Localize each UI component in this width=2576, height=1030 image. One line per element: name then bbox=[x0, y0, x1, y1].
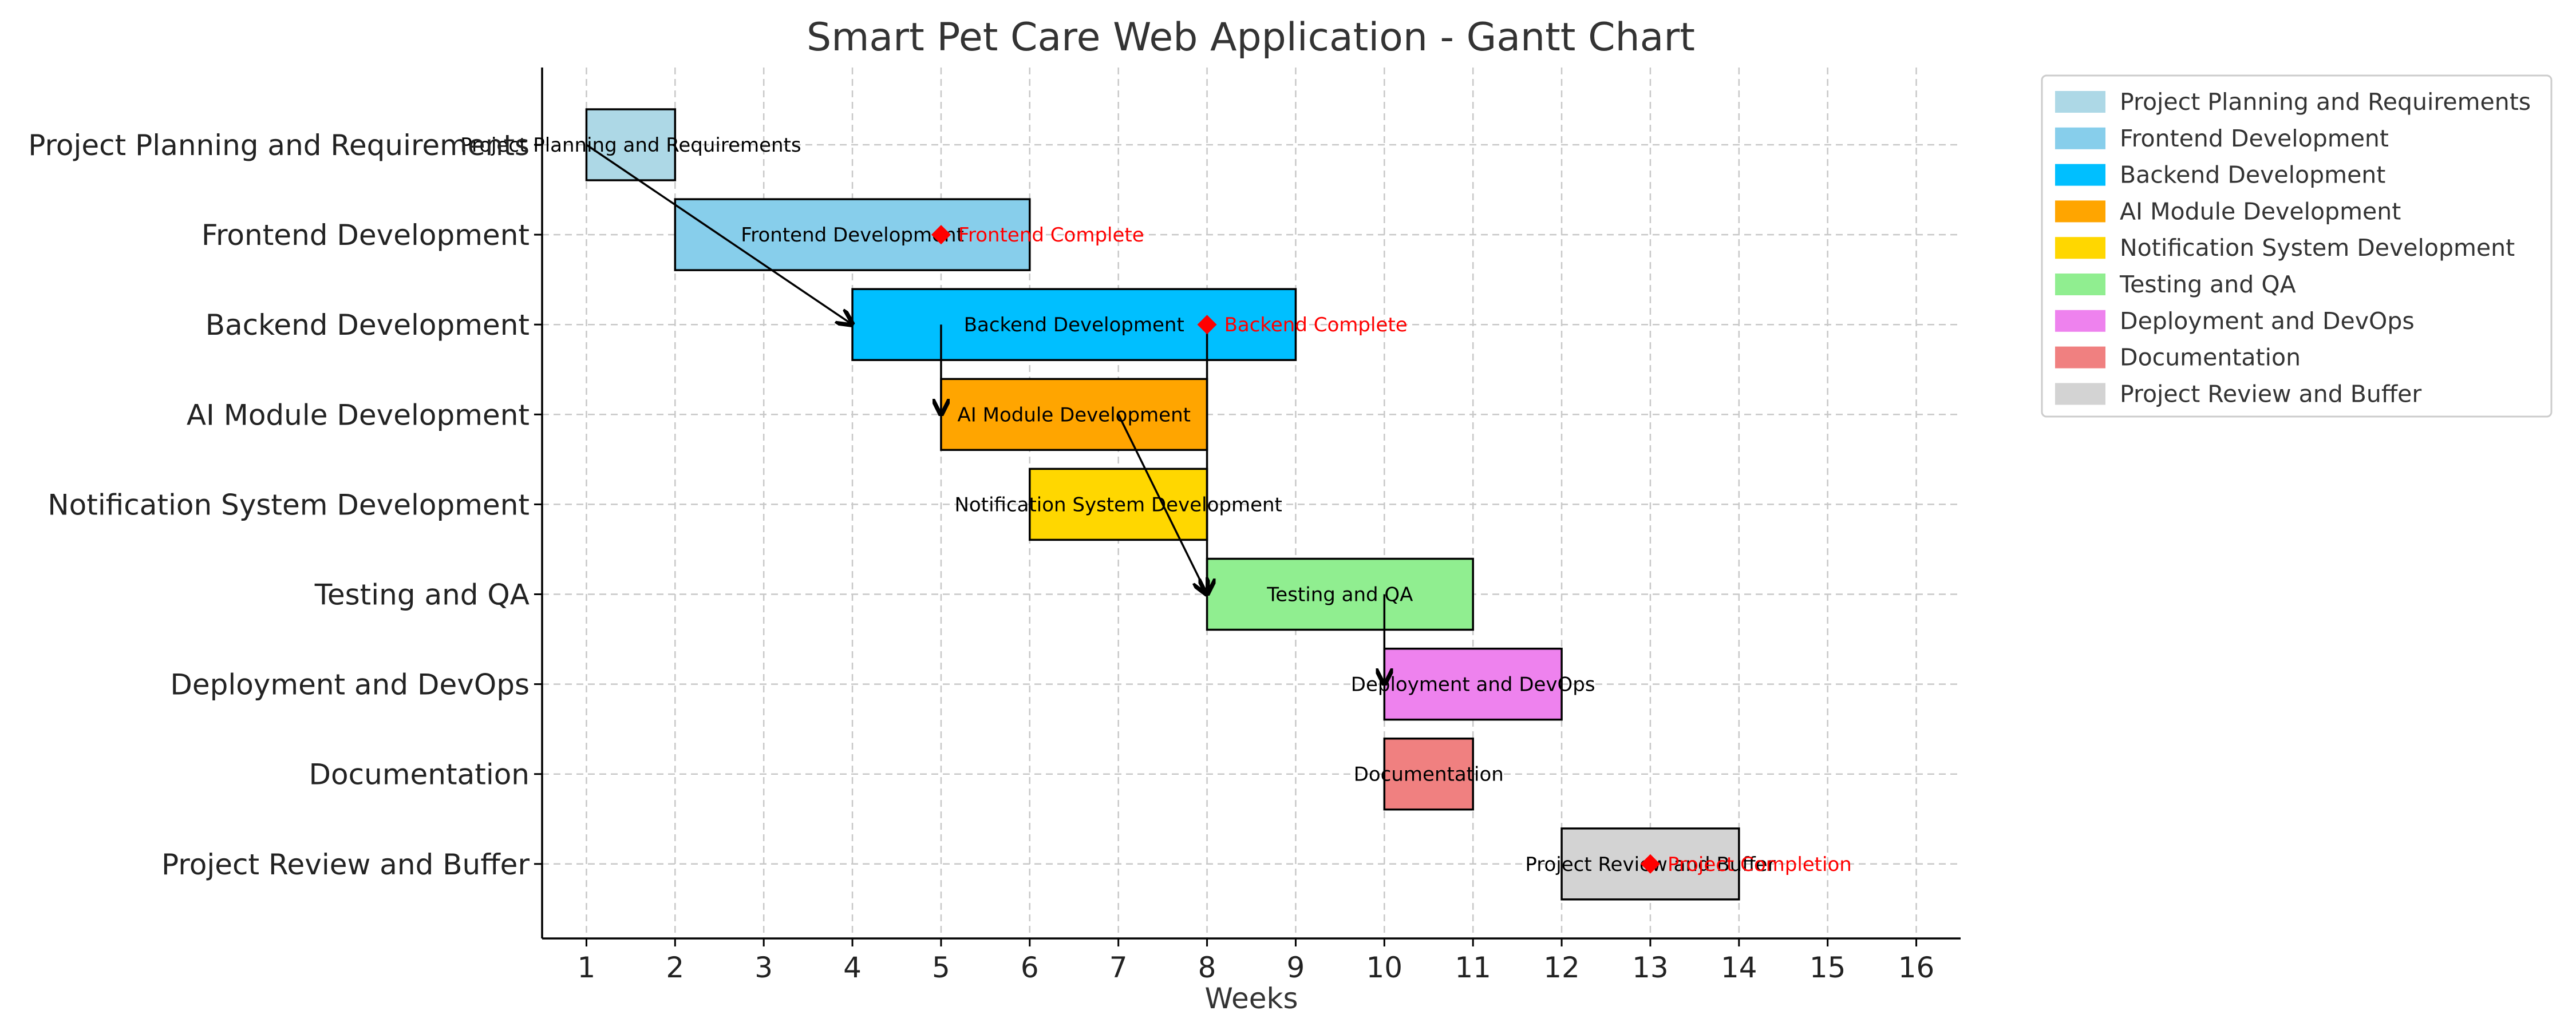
x-tick-label: 12 bbox=[1543, 951, 1580, 984]
y-tick-label: Notification System Development bbox=[48, 488, 530, 521]
task-bars bbox=[585, 108, 1740, 901]
x-tick-label: 7 bbox=[1109, 951, 1128, 984]
y-tick-label: AI Module Development bbox=[187, 398, 530, 431]
y-tick-label: Testing and QA bbox=[314, 579, 530, 612]
task-bar-label: Testing and QA bbox=[1266, 584, 1413, 607]
milestone-label: Backend Complete bbox=[1224, 314, 1408, 336]
y-axis-ticks: Project Planning and Requirements Fronten… bbox=[28, 129, 542, 881]
x-tick-label: 14 bbox=[1721, 951, 1757, 984]
task-bar bbox=[674, 198, 1031, 271]
x-axis-ticks: 1 2 3 4 5 6 7 8 9 10 11 12 13 14 15 16 bbox=[578, 938, 1935, 984]
milestone-label: Frontend Complete bbox=[958, 224, 1144, 247]
legend-swatch bbox=[2055, 91, 2105, 113]
milestone-label: Project Completion bbox=[1668, 853, 1852, 876]
legend-label: Project Review and Buffer bbox=[2120, 380, 2421, 407]
task-bar-labels: Project Planning and Requirements Fronten… bbox=[460, 134, 1775, 876]
x-tick-label: 11 bbox=[1455, 951, 1491, 984]
legend-swatch bbox=[2055, 383, 2105, 405]
x-tick-label: 9 bbox=[1287, 951, 1305, 984]
y-tick-label: Documentation bbox=[309, 758, 530, 791]
milestone-marker bbox=[1197, 315, 1217, 335]
task-bar-label: Backend Development bbox=[964, 314, 1184, 336]
y-tick-label: Project Planning and Requirements bbox=[28, 129, 530, 162]
task-bar bbox=[940, 378, 1208, 451]
legend-label: Testing and QA bbox=[2119, 271, 2296, 298]
chart-title: Smart Pet Care Web Application - Gantt C… bbox=[807, 15, 1695, 60]
legend-label: Project Planning and Requirements bbox=[2120, 88, 2531, 116]
y-tick-label: Frontend Development bbox=[202, 219, 530, 252]
legend: Project Planning and Requirements Fronten… bbox=[2041, 74, 2553, 418]
task-bar bbox=[585, 108, 677, 181]
x-tick-label: 1 bbox=[578, 951, 596, 984]
task-bar-label: Frontend Development bbox=[741, 224, 964, 247]
x-tick-label: 2 bbox=[666, 951, 684, 984]
dependency-arrow bbox=[586, 144, 852, 324]
legend-swatch bbox=[2055, 346, 2105, 369]
x-tick-label: 10 bbox=[1366, 951, 1403, 984]
legend-label: Notification System Development bbox=[2120, 234, 2515, 262]
legend-label: Deployment and DevOps bbox=[2120, 307, 2415, 335]
dependency-arrow bbox=[1117, 414, 1207, 594]
legend-swatch bbox=[2055, 310, 2105, 332]
milestone-marker bbox=[931, 225, 951, 245]
task-bar-label: Project Planning and Requirements bbox=[460, 134, 801, 157]
task-bar-label: Notification System Development bbox=[955, 493, 1282, 516]
legend-swatch bbox=[2055, 164, 2105, 186]
legend-swatch bbox=[2055, 237, 2105, 259]
x-tick-label: 15 bbox=[1809, 951, 1846, 984]
x-tick-label: 5 bbox=[932, 951, 950, 984]
task-bar bbox=[851, 288, 1297, 361]
task-bar-label: AI Module Development bbox=[958, 403, 1191, 426]
task-bar-label: Deployment and DevOps bbox=[1351, 674, 1595, 696]
task-bar bbox=[1206, 557, 1474, 631]
y-tick-label: Backend Development bbox=[206, 308, 530, 342]
legend-label: Backend Development bbox=[2120, 161, 2385, 189]
milestone-markers: Frontend Complete Backend Complete Project… bbox=[931, 224, 1852, 876]
legend-label: AI Module Development bbox=[2120, 197, 2401, 225]
task-bar-label: Documentation bbox=[1354, 763, 1504, 786]
x-tick-label: 4 bbox=[843, 951, 862, 984]
x-tick-label: 8 bbox=[1198, 951, 1216, 984]
legend-swatch bbox=[2055, 274, 2105, 295]
axes bbox=[541, 68, 1961, 940]
legend-swatch bbox=[2055, 200, 2105, 223]
y-tick-label: Project Review and Buffer bbox=[161, 848, 530, 881]
task-bar bbox=[1383, 647, 1563, 721]
x-tick-label: 3 bbox=[754, 951, 773, 984]
legend-label: Frontend Development bbox=[2120, 125, 2389, 152]
x-tick-label: 13 bbox=[1632, 951, 1669, 984]
task-bar bbox=[1029, 468, 1208, 541]
legend-swatch bbox=[2055, 127, 2105, 149]
x-axis-label: Weeks bbox=[1204, 982, 1298, 1015]
task-bar bbox=[1383, 737, 1474, 811]
legend-label: Documentation bbox=[2120, 344, 2301, 371]
x-tick-label: 6 bbox=[1021, 951, 1039, 984]
legend-frame bbox=[2041, 74, 2553, 418]
milestone-marker bbox=[1640, 854, 1660, 874]
y-tick-label: Deployment and DevOps bbox=[170, 668, 530, 702]
x-tick-label: 16 bbox=[1898, 951, 1935, 984]
dependency-arrows bbox=[586, 144, 1384, 684]
